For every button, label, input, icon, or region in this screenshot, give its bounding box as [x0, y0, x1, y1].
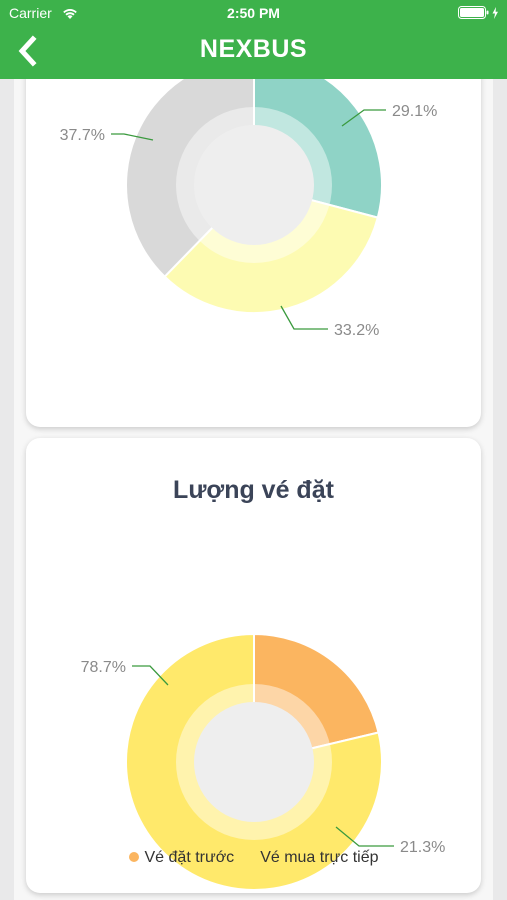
chart-card-tickets: Lượng vé đặt 21.3% 78.7% Vé đặt trước Vé m…: [26, 438, 481, 893]
pie-percent-label: 29.1%: [392, 103, 437, 120]
legend-swatch: [128, 852, 139, 862]
legend-swatch: [244, 852, 255, 862]
legend-item[interactable]: Vé mua trực tiếp: [244, 849, 379, 867]
pie-slice-vé-mua-trực-tiếp[interactable]: [125, 632, 383, 891]
chart-card-quarters: 33.2%37.7%29.1% Q1Q2Q3: [26, 79, 481, 461]
status-time: 2:50 PM: [227, 5, 280, 21]
pie-percent-label: 78.7%: [81, 659, 126, 676]
pie-leader-line: [111, 133, 154, 141]
ticket-chart-legend: Vé đặt trước Vé mua trực tiếp: [26, 849, 481, 867]
page-title: NEXBUS: [199, 35, 308, 63]
legend-item[interactable]: Vé đặt trước: [128, 849, 235, 867]
pie-leader-line: [341, 109, 386, 127]
wifi-icon: [63, 9, 77, 19]
battery-charging-icon: [458, 6, 498, 19]
pie-center-hole: [194, 702, 314, 822]
pie-leader-line: [335, 826, 394, 847]
app-header: Carrier 2:50 PM NEXBUS: [0, 0, 507, 79]
pie-center-hole: [194, 125, 314, 245]
pie-percent-label: 37.7%: [60, 127, 105, 144]
quarter-pie-chart: 33.2% 37.7% 29.1%: [60, 79, 437, 339]
chevron-left-icon: [18, 35, 37, 67]
back-button[interactable]: [12, 34, 44, 68]
chart-title: Lượng vé đặt: [173, 476, 334, 504]
status-bar: Carrier 2:50 PM: [0, 0, 507, 26]
pie-percent-label: 21.3%: [400, 839, 445, 856]
dashboard-scroll[interactable]: 33.2%37.7%29.1% Q1Q2Q3 Lượng vé đặt 21.3…: [14, 79, 493, 900]
carrier-label: Carrier: [9, 5, 52, 21]
pie-percent-label: 33.2%: [334, 322, 379, 339]
pie-leader-line: [280, 305, 328, 330]
pie-leader-line: [132, 665, 169, 686]
legend-label: Vé mua trực tiếp: [260, 849, 379, 866]
legend-label: Vé đặt trước: [144, 849, 235, 866]
ticket-pie-chart: 21.3% 78.7%: [81, 632, 445, 891]
